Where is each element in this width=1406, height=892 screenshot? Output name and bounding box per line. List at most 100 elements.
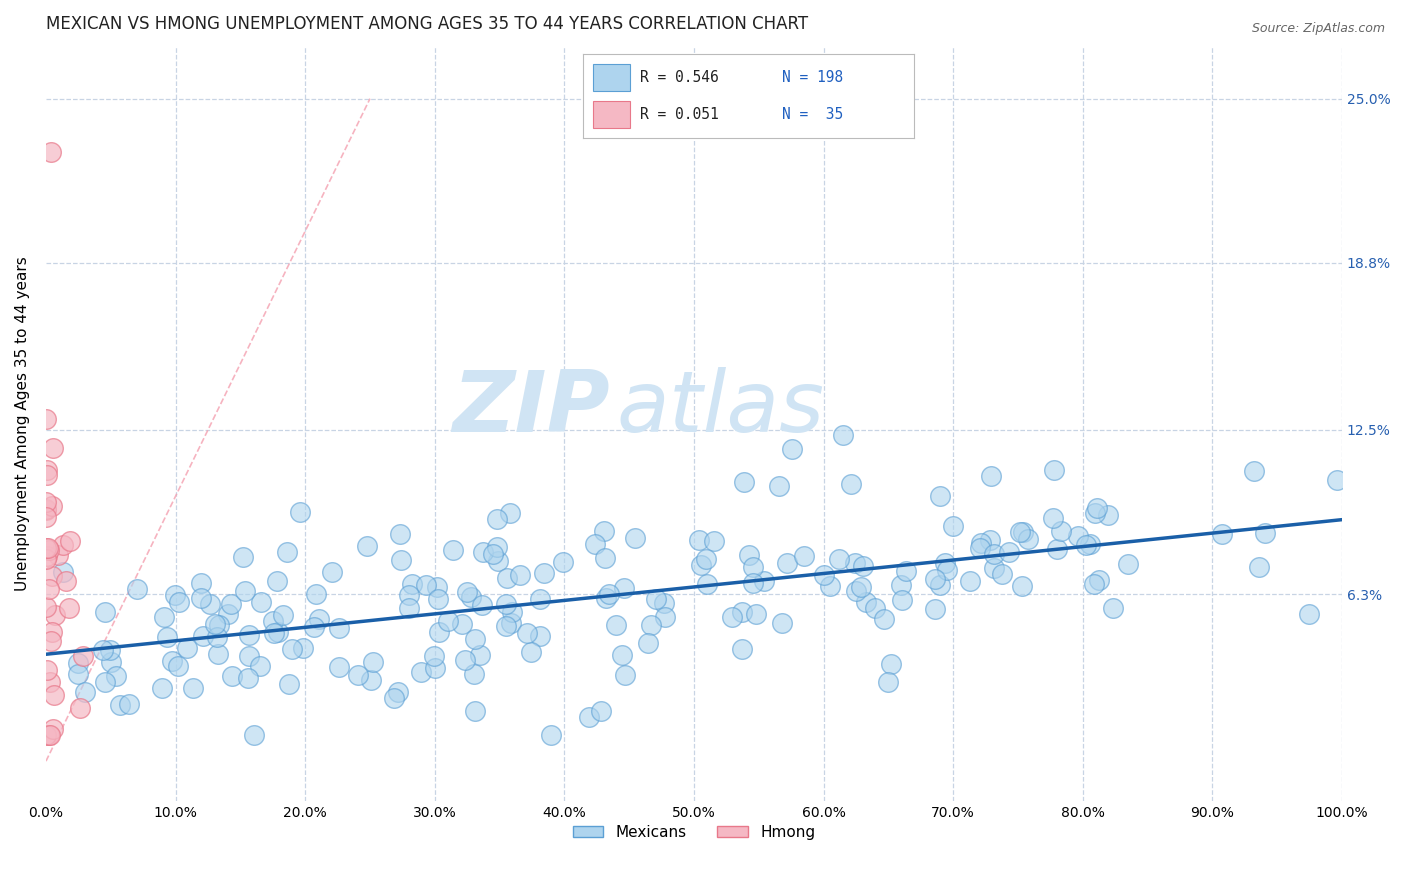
Mexicans <box>832 428 855 442</box>
Hmong <box>37 541 59 556</box>
Mexicans <box>181 681 204 695</box>
Mexicans <box>1084 506 1107 520</box>
Mexicans <box>768 478 790 492</box>
Text: MEXICAN VS HMONG UNEMPLOYMENT AMONG AGES 35 TO 44 YEARS CORRELATION CHART: MEXICAN VS HMONG UNEMPLOYMENT AMONG AGES… <box>46 15 808 33</box>
Hmong <box>39 634 62 648</box>
Text: N = 198: N = 198 <box>782 70 844 85</box>
Legend: Mexicans, Hmong: Mexicans, Hmong <box>567 819 821 847</box>
Text: R = 0.546: R = 0.546 <box>640 70 718 85</box>
Mexicans <box>499 506 522 520</box>
Mexicans <box>813 568 835 582</box>
Mexicans <box>190 576 212 591</box>
Hmong <box>38 543 60 558</box>
Mexicans <box>94 605 117 619</box>
Mexicans <box>605 618 627 632</box>
Mexicans <box>731 605 754 619</box>
Hmong <box>42 688 65 702</box>
Mexicans <box>828 551 851 566</box>
Mexicans <box>363 655 385 669</box>
Mexicans <box>460 591 482 605</box>
Mexicans <box>849 580 872 594</box>
Mexicans <box>463 666 485 681</box>
Mexicans <box>1085 500 1108 515</box>
Mexicans <box>93 643 115 657</box>
Mexicans <box>1298 607 1320 621</box>
Mexicans <box>731 642 754 657</box>
Mexicans <box>1076 538 1098 552</box>
Mexicans <box>593 551 616 566</box>
Mexicans <box>1211 526 1233 541</box>
Mexicans <box>262 614 284 628</box>
Hmong <box>44 608 66 623</box>
Mexicans <box>496 571 519 585</box>
Mexicans <box>979 533 1001 547</box>
Mexicans <box>200 597 222 611</box>
Hmong <box>35 599 58 614</box>
Mexicans <box>553 555 575 569</box>
Mexicans <box>533 566 555 580</box>
Mexicans <box>347 668 370 682</box>
Mexicans <box>690 558 713 572</box>
Mexicans <box>1017 532 1039 546</box>
Mexicans <box>880 657 903 671</box>
Mexicans <box>153 610 176 624</box>
Mexicans <box>441 543 464 558</box>
Hmong <box>35 728 58 742</box>
Mexicans <box>1043 462 1066 476</box>
Hmong <box>41 499 63 513</box>
Hmong <box>52 538 75 552</box>
Mexicans <box>1083 576 1105 591</box>
Mexicans <box>232 549 254 564</box>
Mexicans <box>127 582 149 596</box>
Mexicans <box>516 626 538 640</box>
Hmong <box>38 728 60 742</box>
Mexicans <box>427 592 450 607</box>
Hmong <box>58 600 80 615</box>
Mexicans <box>1078 537 1101 551</box>
Mexicans <box>471 599 494 613</box>
Mexicans <box>277 677 299 691</box>
Mexicans <box>382 690 405 705</box>
Mexicans <box>495 619 517 633</box>
Hmong <box>41 625 63 640</box>
Mexicans <box>1012 524 1035 539</box>
Mexicans <box>328 622 350 636</box>
Mexicans <box>738 548 761 562</box>
Mexicans <box>356 540 378 554</box>
Mexicans <box>271 607 294 622</box>
Mexicans <box>745 607 768 622</box>
Mexicans <box>499 615 522 630</box>
Hmong <box>35 468 58 483</box>
Mexicans <box>176 640 198 655</box>
Mexicans <box>464 704 486 718</box>
Mexicans <box>401 577 423 591</box>
Mexicans <box>66 666 89 681</box>
Mexicans <box>150 681 173 695</box>
Mexicans <box>592 524 614 538</box>
Mexicans <box>501 605 523 619</box>
Hmong <box>35 495 58 509</box>
Mexicans <box>1247 559 1270 574</box>
Mexicans <box>969 541 991 555</box>
Mexicans <box>983 561 1005 575</box>
Mexicans <box>427 625 450 640</box>
Mexicans <box>454 653 477 667</box>
Mexicans <box>934 556 956 570</box>
Hmong <box>35 552 58 566</box>
Mexicans <box>190 591 212 605</box>
Bar <box>593 101 630 128</box>
Mexicans <box>436 614 458 628</box>
Mexicans <box>73 685 96 699</box>
Mexicans <box>721 610 744 624</box>
Mexicans <box>233 584 256 599</box>
Mexicans <box>1050 524 1073 538</box>
Mexicans <box>1097 508 1119 522</box>
Mexicans <box>207 647 229 661</box>
Mexicans <box>100 655 122 669</box>
Mexicans <box>305 586 328 600</box>
Mexicans <box>990 567 1012 582</box>
Mexicans <box>529 629 551 643</box>
Mexicans <box>249 659 271 673</box>
Mexicans <box>998 545 1021 559</box>
Mexicans <box>398 588 420 602</box>
